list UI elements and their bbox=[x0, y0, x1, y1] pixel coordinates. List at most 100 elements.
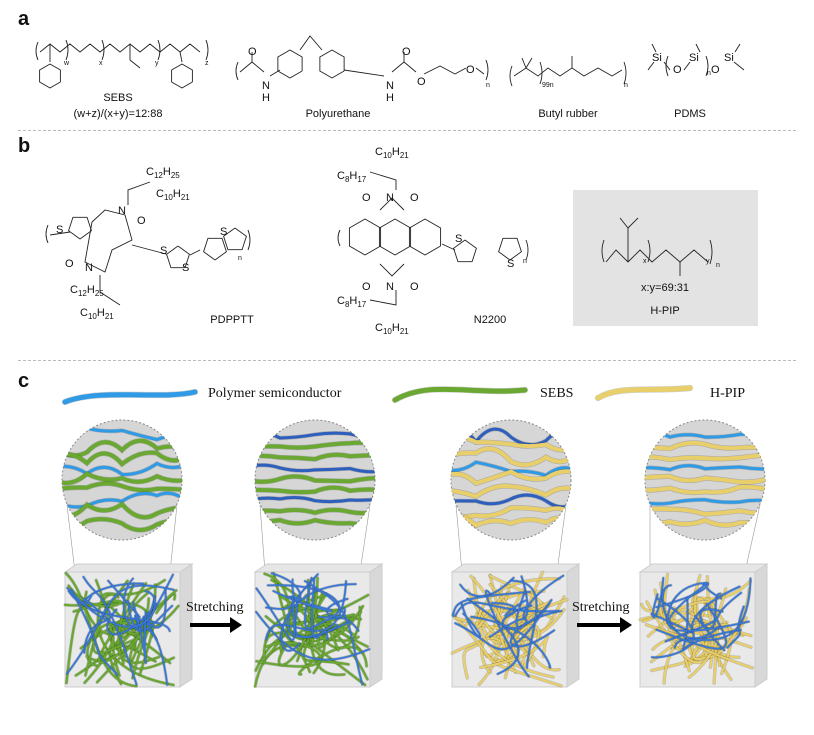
atom-s: S bbox=[160, 245, 168, 257]
semiconductor-fiber bbox=[304, 580, 364, 686]
divider bbox=[18, 360, 796, 361]
film-cube bbox=[63, 563, 194, 688]
bond bbox=[521, 57, 527, 69]
atom-si: Si bbox=[724, 52, 734, 64]
thiophene-ring bbox=[166, 245, 190, 269]
bond bbox=[129, 44, 141, 69]
hpip-fiber bbox=[667, 618, 719, 679]
hpip-fiber bbox=[645, 440, 765, 451]
semiconductor-fiber bbox=[270, 572, 302, 601]
hpip-fiber bbox=[462, 585, 511, 680]
semiconductor-fiber bbox=[82, 575, 138, 686]
hpip-fiber bbox=[475, 591, 511, 630]
hpip-fiber bbox=[451, 484, 571, 499]
hpip-backbone bbox=[605, 249, 709, 263]
sebs-fiber bbox=[307, 578, 346, 676]
atom-o: O bbox=[248, 46, 257, 58]
cube-top bbox=[638, 563, 769, 573]
hpip-label: H-PIP bbox=[650, 305, 680, 317]
fibers bbox=[451, 426, 571, 532]
sebs-fiber bbox=[255, 452, 375, 462]
sub-n: n bbox=[238, 255, 242, 262]
hpip-fiber bbox=[451, 446, 571, 467]
sebs-fiber bbox=[117, 582, 160, 664]
bracket bbox=[709, 239, 713, 265]
bracket bbox=[525, 239, 529, 261]
atom-s: S bbox=[507, 258, 515, 270]
bond bbox=[189, 249, 201, 256]
sebs-fiber bbox=[255, 507, 375, 516]
bond bbox=[423, 65, 467, 75]
stretching-label: Stretching bbox=[572, 600, 630, 615]
bracket bbox=[35, 41, 39, 61]
stretching-label: Stretching bbox=[186, 600, 244, 615]
semiconductor-fiber bbox=[122, 577, 156, 629]
semiconductor-fiber bbox=[132, 601, 147, 664]
sub-n: n bbox=[624, 82, 628, 89]
bond bbox=[647, 61, 655, 71]
semiconductor-fiber bbox=[127, 600, 174, 633]
bracket bbox=[247, 229, 251, 251]
cube-side bbox=[754, 563, 768, 688]
film-cube bbox=[253, 563, 384, 689]
semiconductor-fiber bbox=[255, 463, 375, 474]
bond bbox=[131, 244, 167, 255]
zoom-circle bbox=[644, 419, 766, 573]
n2200-label: N2200 bbox=[473, 314, 507, 326]
atom-h: H bbox=[386, 92, 394, 104]
bond bbox=[441, 243, 456, 251]
bond bbox=[299, 35, 323, 51]
bond bbox=[734, 43, 741, 53]
semiconductor-fiber bbox=[466, 597, 520, 675]
legend-line-semiconductor bbox=[62, 389, 198, 405]
sub-y: y bbox=[155, 60, 159, 67]
bracket bbox=[337, 229, 341, 247]
bond bbox=[343, 69, 385, 77]
side-chain: C10H21 bbox=[375, 322, 409, 337]
semiconductor-fiber bbox=[70, 588, 119, 676]
bond bbox=[513, 67, 623, 77]
atom-si: Si bbox=[652, 52, 662, 64]
legend-hpip: H-PIP bbox=[710, 386, 746, 401]
semiconductor-fiber bbox=[651, 597, 695, 659]
sebs-fiber bbox=[255, 440, 375, 450]
semiconductor-fiber bbox=[83, 598, 108, 654]
atom-o: O bbox=[417, 76, 426, 88]
bond bbox=[379, 263, 405, 277]
atom-o: O bbox=[402, 46, 411, 58]
atom-o: O bbox=[711, 64, 720, 76]
sebs-fiber bbox=[67, 584, 122, 613]
cube-top bbox=[253, 563, 384, 573]
semiconductor-fiber bbox=[451, 493, 571, 509]
bracket bbox=[539, 61, 543, 85]
bracket bbox=[665, 55, 669, 77]
stretching-arrow-head bbox=[230, 617, 242, 633]
semiconductor-fiber bbox=[726, 605, 745, 649]
bracket bbox=[623, 61, 627, 85]
semiconductor-fiber bbox=[470, 615, 552, 669]
sebs-fiber bbox=[298, 645, 368, 676]
side-chain: C8H17 bbox=[337, 170, 367, 185]
side-chain: C10H21 bbox=[156, 188, 190, 203]
thiophene-ring bbox=[223, 227, 247, 251]
sebs-fiber bbox=[83, 636, 121, 684]
stretching-arrow-head bbox=[620, 617, 632, 633]
sub-x: x bbox=[643, 258, 647, 265]
hpip-highlight-box bbox=[573, 190, 758, 326]
zoom-line bbox=[259, 504, 266, 573]
film-cube bbox=[450, 563, 581, 688]
atom-si: Si bbox=[689, 52, 699, 64]
semiconductor-fiber bbox=[454, 599, 553, 651]
semiconductor-fiber bbox=[255, 611, 371, 661]
panel-label-b: b bbox=[18, 135, 31, 157]
semiconductor-fiber bbox=[272, 590, 333, 612]
butyl-rubber-label: Butyl rubber bbox=[538, 108, 598, 120]
zoom-line bbox=[169, 504, 178, 573]
naphthalene-ring bbox=[348, 218, 382, 256]
sub-x: x bbox=[99, 60, 103, 67]
semiconductor-fiber bbox=[107, 579, 143, 631]
sebs-fiber bbox=[286, 593, 370, 625]
semiconductor-fiber bbox=[652, 577, 665, 619]
hpip-fiber bbox=[645, 474, 765, 485]
